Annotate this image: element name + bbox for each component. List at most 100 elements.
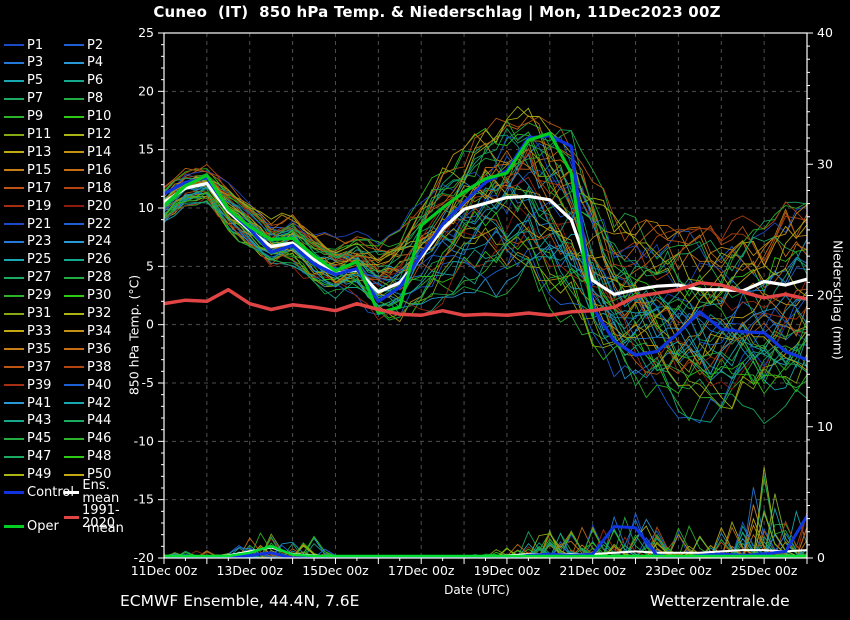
svg-text:21Dec 00z: 21Dec 00z	[559, 563, 626, 578]
legend-label: P19	[27, 198, 52, 214]
legend-label: P3	[27, 55, 44, 71]
legend-label: P15	[27, 162, 52, 178]
axis-ticks	[158, 32, 813, 564]
legend-swatch	[64, 312, 84, 315]
legend-label: P47	[27, 449, 52, 465]
legend-swatch	[64, 240, 84, 243]
svg-text:23Dec 00z: 23Dec 00z	[645, 563, 712, 578]
svg-text:11Dec 00z: 11Dec 00z	[131, 563, 198, 578]
legend-label: P16	[87, 162, 112, 178]
svg-text:15: 15	[138, 142, 154, 157]
legend-item-p9: P9	[4, 108, 43, 126]
legend-swatch	[64, 97, 84, 100]
legend-label: P35	[27, 341, 52, 357]
legend-swatch	[64, 79, 84, 82]
legend-item-p27: P27	[4, 269, 51, 287]
legend-label: P48	[87, 449, 112, 465]
legend-label: P32	[87, 306, 112, 321]
legend-item-p4: P4	[64, 54, 103, 72]
legend-label: P25	[27, 252, 52, 268]
legend-label: P22	[87, 216, 112, 232]
legend-swatch	[64, 366, 84, 369]
legend-item-p29: P29	[4, 287, 51, 305]
legend-swatch	[4, 79, 24, 82]
legend-label: P43	[27, 413, 52, 429]
legend-label: P23	[27, 234, 52, 250]
legend-swatch	[4, 455, 24, 458]
legend-swatch	[4, 473, 24, 476]
legend-label: P1	[27, 37, 44, 53]
legend-label: P46	[87, 431, 112, 447]
legend-item-p44: P44	[64, 412, 111, 430]
legend-swatch	[4, 97, 24, 100]
legend-swatch	[4, 223, 24, 225]
legend-swatch	[4, 419, 24, 422]
legend-label: P17	[27, 180, 52, 196]
legend-label: 1991-2020	[81, 503, 120, 531]
legend-item-p28: P28	[64, 269, 111, 287]
legend-item-p21: P21	[4, 215, 51, 233]
legend-item-p23: P23	[4, 233, 51, 251]
legend-label: P36	[87, 341, 112, 357]
footer-site-label: Wetterzentrale.de	[650, 592, 790, 610]
legend-label: P31	[27, 306, 52, 321]
legend-label: P4	[87, 55, 104, 71]
legend-item-p33: P33	[4, 322, 51, 340]
legend-swatch	[64, 223, 84, 225]
series-oper	[164, 131, 595, 317]
legend-item-p48: P48	[64, 448, 111, 466]
legend-swatch	[4, 187, 24, 190]
y-axis-label-temp: 850 hPa Temp. (°C)	[126, 274, 142, 396]
legend-swatch	[4, 258, 24, 261]
legend-swatch	[64, 330, 84, 333]
legend-swatch	[64, 437, 84, 440]
legend-swatch	[4, 61, 24, 64]
legend-item-p6: P6	[64, 72, 103, 90]
legend-label: P33	[27, 323, 52, 339]
legend-item-p19: P19	[4, 197, 51, 215]
legend-item-climate-mean: 1991-2020	[64, 504, 135, 530]
legend-label: P41	[27, 395, 52, 411]
legend-swatch	[4, 169, 24, 172]
legend-label: Control	[27, 484, 74, 500]
legend-item-p17: P17	[4, 179, 51, 197]
legend-label: P42	[87, 395, 112, 411]
svg-text:17Dec 00z: 17Dec 00z	[388, 563, 455, 578]
footer-model-label: ECMWF Ensemble, 44.4N, 7.6E	[120, 592, 360, 610]
legend-swatch	[4, 205, 24, 208]
legend-label: P12	[87, 127, 112, 142]
series-ens-mean	[164, 181, 807, 296]
legend-item-p20: P20	[64, 197, 111, 215]
y-axis-label-precip: Niederschlag (mm)	[830, 240, 846, 360]
legend-item-p40: P40	[64, 376, 111, 394]
legend-label: P7	[27, 91, 44, 107]
legend-item-p38: P38	[64, 358, 111, 376]
legend-item-p22: P22	[64, 215, 111, 233]
legend-label: P21	[27, 216, 52, 232]
legend-label: P45	[27, 431, 52, 447]
legend-swatch	[64, 455, 84, 458]
legend-swatch	[4, 240, 24, 243]
legend-swatch	[4, 151, 24, 154]
legend-swatch	[64, 61, 84, 64]
legend-item-p7: P7	[4, 90, 43, 108]
tick-labels: -20 -15 -10 -5 0 5 10 15 20 25 0 10 20 30 40 11Dec 00z 1…	[131, 25, 833, 578]
chart-title: Cuneo (IT) 850 hPa Temp. & Niederschlag …	[153, 3, 721, 21]
svg-text:-15: -15	[134, 492, 154, 507]
x-axis-label: Date (UTC)	[444, 583, 510, 597]
legend-label: P8	[87, 91, 104, 107]
legend-item-p24: P24	[64, 233, 111, 251]
legend-item-p32: P32	[64, 305, 111, 323]
svg-text:25Dec 00z: 25Dec 00z	[731, 563, 798, 578]
legend-swatch	[4, 133, 24, 136]
legend-item-p15: P15	[4, 161, 51, 179]
legend-label: P30	[87, 288, 112, 304]
legend-label: Oper	[27, 518, 59, 534]
legend-label: P49	[27, 467, 52, 483]
legend-item-p26: P26	[64, 251, 111, 269]
legend-item-p10: P10	[64, 108, 111, 126]
legend-swatch	[4, 312, 24, 315]
legend-swatch	[64, 276, 84, 279]
legend-item-control: Control	[4, 483, 74, 501]
